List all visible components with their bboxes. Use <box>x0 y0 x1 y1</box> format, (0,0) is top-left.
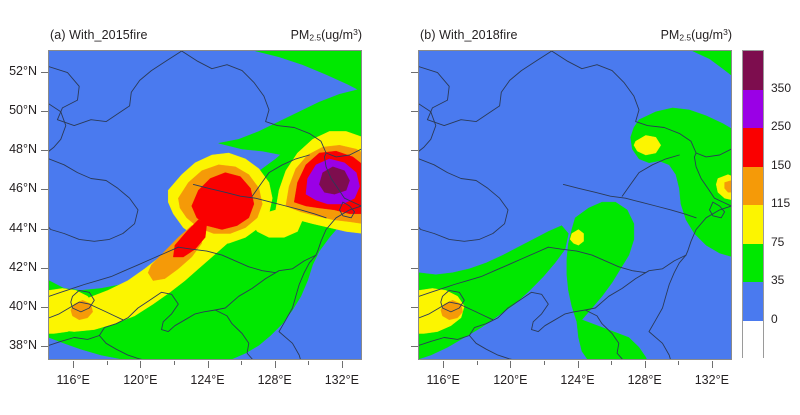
x-axis-label: 124°E <box>190 373 225 387</box>
colorbar-label: 150 <box>771 157 792 172</box>
y-tick <box>41 189 48 190</box>
x-tick-minor <box>174 361 175 365</box>
y-tick <box>41 307 48 308</box>
colorbar-band-0-35 <box>743 282 763 321</box>
colorbar-band-250-350 <box>743 89 763 129</box>
x-axis-label: 120°E <box>123 373 158 387</box>
panel-a-map[interactable] <box>48 50 362 360</box>
colorbar-band-75-115 <box>743 205 763 244</box>
unit-tail: ) <box>727 27 732 42</box>
x-axis-label: 120°E <box>493 373 528 387</box>
panel-b-map[interactable] <box>418 50 732 360</box>
y-tick <box>411 307 418 308</box>
x-tick <box>645 361 646 368</box>
unit-subscript: 2.5 <box>679 32 692 43</box>
unit-rest: (ug/m <box>691 27 724 42</box>
x-axis-label: 116°E <box>56 373 90 387</box>
y-tick <box>41 150 48 151</box>
x-tick <box>578 361 579 368</box>
colorbar-band-115-150 <box>743 166 763 206</box>
x-tick <box>73 361 74 368</box>
y-tick <box>41 268 48 269</box>
y-axis-label: 48°N <box>9 142 37 157</box>
panel-b-title: (b) With_2018fire <box>420 28 518 42</box>
y-tick <box>411 268 418 269</box>
panel-a-unit-label: PM2.5(ug/m3) <box>194 27 362 42</box>
panel-a-title: (a) With_2015fire <box>50 28 148 42</box>
x-tick <box>510 361 511 368</box>
colorbar-band-35-75 <box>743 243 763 283</box>
x-tick-minor <box>544 361 545 365</box>
y-axis-label: 46°N <box>9 181 37 196</box>
x-axis-label: 128°E <box>257 373 292 387</box>
x-axis-label: 132°E <box>694 373 729 387</box>
x-axis-label: 124°E <box>560 373 595 387</box>
y-axis-label: 40°N <box>9 299 37 314</box>
colorbar-band-150-250 <box>743 128 763 167</box>
colorbar-band-below-0 <box>743 320 763 360</box>
x-tick <box>342 361 343 368</box>
y-axis-label: 50°N <box>9 102 37 117</box>
x-tick-minor <box>308 361 309 365</box>
x-axis-label: 128°E <box>627 373 662 387</box>
unit-tail: ) <box>357 27 362 42</box>
x-tick <box>208 361 209 368</box>
y-tick <box>41 72 48 73</box>
unit-main: PM <box>290 27 310 42</box>
y-axis-label: 44°N <box>9 220 37 235</box>
colorbar-label: 0 <box>771 311 778 326</box>
y-tick <box>41 111 48 112</box>
y-tick <box>411 111 418 112</box>
x-tick <box>443 361 444 368</box>
y-axis-label: 52°N <box>9 63 37 78</box>
x-tick-minor <box>477 361 478 365</box>
y-tick <box>411 346 418 347</box>
x-tick <box>140 361 141 368</box>
unit-superscript: 3 <box>353 27 358 37</box>
colorbar-label: 350 <box>771 80 792 95</box>
x-axis-label: 116°E <box>426 373 460 387</box>
unit-subscript: 2.5 <box>309 32 322 43</box>
panel-b-unit-label: PM2.5(ug/m3) <box>564 27 732 42</box>
y-axis-label: 42°N <box>9 259 37 274</box>
colorbar-label: 115 <box>771 196 791 210</box>
x-axis-label: 132°E <box>324 373 359 387</box>
y-axis-label: 38°N <box>9 338 37 353</box>
x-tick <box>712 361 713 368</box>
colorbar-label: 250 <box>771 119 792 133</box>
x-tick-minor <box>241 361 242 365</box>
unit-superscript: 3 <box>723 27 728 37</box>
y-tick <box>41 229 48 230</box>
y-tick <box>411 150 418 151</box>
x-tick-minor <box>107 361 108 365</box>
x-tick-minor <box>611 361 612 365</box>
colorbar <box>742 50 764 360</box>
y-tick <box>411 229 418 230</box>
y-tick <box>41 346 48 347</box>
unit-main: PM <box>660 27 680 42</box>
y-tick <box>411 72 418 73</box>
colorbar-label: 75 <box>771 234 785 249</box>
colorbar-band-above-350 <box>743 51 763 90</box>
colorbar-label: 35 <box>771 273 785 287</box>
x-tick <box>275 361 276 368</box>
unit-rest: (ug/m <box>321 27 354 42</box>
y-tick <box>411 189 418 190</box>
x-tick-minor <box>678 361 679 365</box>
